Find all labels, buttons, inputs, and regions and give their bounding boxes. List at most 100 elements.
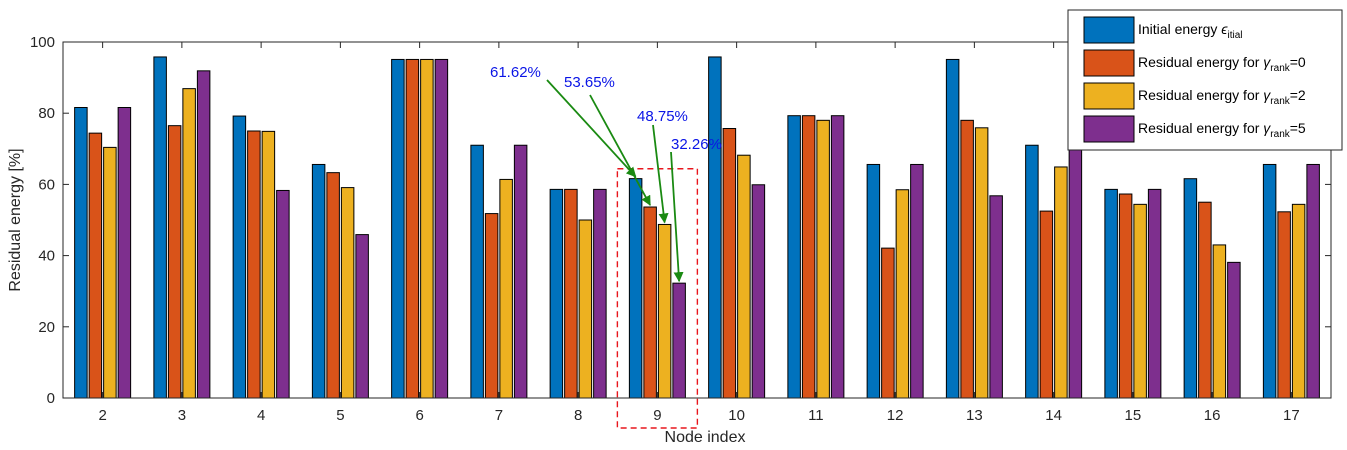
bar-series2-cat-6	[420, 58, 434, 399]
bar-series3-cat-13	[989, 195, 1003, 399]
bar-series2-cat-7	[499, 178, 513, 399]
bar-series1-cat-9	[643, 206, 657, 399]
legend-entry: Initial energy ϵitial	[1138, 21, 1242, 41]
bar-series0-cat-13	[945, 58, 960, 399]
bar-series3-cat-2	[117, 107, 132, 399]
bar-series1-cat-16	[1198, 201, 1212, 399]
x-tick-label: 8	[574, 407, 582, 424]
bar-series3-cat-4	[276, 189, 290, 399]
bar-series3-cat-9	[672, 282, 686, 399]
annotation-label: 48.75%	[637, 108, 688, 125]
y-tick-label: 20	[38, 319, 55, 336]
bar-series3-cat-16	[1227, 261, 1241, 399]
annotation-arrow	[546, 79, 637, 178]
bar-series0-cat-10	[708, 56, 722, 399]
bar-series0-cat-15	[1104, 188, 1118, 399]
x-tick-label: 7	[495, 407, 503, 424]
legend-swatch	[1083, 16, 1135, 44]
bar-series1-cat-8	[564, 188, 578, 399]
x-tick-label: 2	[98, 407, 106, 424]
bar-series0-cat-9	[628, 178, 643, 399]
bar-series0-cat-7	[470, 144, 484, 399]
y-axis-title: Residual energy [%]	[7, 148, 24, 291]
y-tick-label: 100	[30, 34, 55, 51]
bar-series2-cat-11	[816, 119, 830, 399]
bar-series0-cat-3	[153, 56, 167, 399]
plot-frame	[62, 41, 1332, 399]
bar-series1-cat-13	[960, 119, 974, 399]
x-tick-label: 15	[1125, 407, 1142, 424]
x-tick-label: 16	[1204, 407, 1221, 424]
bar-series0-cat-12	[866, 163, 881, 399]
annotation-label: 61.62%	[490, 64, 541, 81]
x-tick-label: 11	[808, 407, 824, 424]
bar-series2-cat-14	[1054, 166, 1068, 399]
bar-series0-cat-2	[74, 107, 88, 399]
axes: 0 20 40 60 80 100 2 3 4 5 6 7 8 9 10 11 12 13 14 15 16 17	[30, 34, 1332, 424]
bar-series3-cat-3	[196, 70, 211, 399]
bar-series3-cat-6	[434, 58, 449, 399]
bar-series1-cat-7	[484, 213, 499, 399]
legend-entry: Residual energy for γrank=0	[1138, 54, 1306, 74]
legend-entry: Residual energy for γrank=2	[1138, 87, 1306, 107]
x-tick-label: 3	[178, 407, 186, 424]
y-tick-label: 60	[38, 176, 55, 193]
bar-series0-cat-16	[1183, 178, 1198, 399]
x-tick-label: 13	[966, 407, 983, 424]
y-tick-label: 80	[38, 105, 55, 122]
legend-swatch	[1083, 115, 1135, 143]
x-tick-label: 4	[257, 407, 265, 424]
bar-series3-cat-10	[751, 184, 766, 399]
bar-series2-cat-3	[182, 88, 196, 399]
bar-series0-cat-5	[311, 163, 326, 399]
bar-series1-cat-4	[247, 130, 261, 399]
bar-series2-cat-12	[895, 189, 910, 399]
y-tick-label: 0	[47, 390, 55, 407]
bar-series3-cat-14	[1068, 144, 1083, 399]
legend-swatch	[1083, 49, 1135, 77]
annotation-arrow	[670, 151, 684, 283]
x-tick-label: 6	[415, 407, 423, 424]
x-tick-label: 14	[1045, 407, 1062, 424]
annotations: 61.62% 53.65% 48.75% 32.26%	[490, 64, 722, 429]
bar-series0-cat-4	[232, 115, 247, 399]
annotation-arrow	[652, 124, 669, 224]
x-tick-label: 5	[336, 407, 344, 424]
bar-series1-cat-3	[167, 125, 182, 399]
annotation-label: 32.26%	[671, 136, 722, 153]
bar-series2-cat-10	[737, 154, 751, 399]
bar-series2-cat-8	[578, 219, 593, 399]
bar-series1-cat-11	[801, 115, 816, 399]
bar-series2-cat-16	[1212, 244, 1227, 399]
bar-series3-cat-8	[593, 188, 607, 399]
bar-series1-cat-17	[1277, 211, 1291, 399]
legend-swatch	[1083, 82, 1135, 110]
bar-series0-cat-8	[549, 188, 564, 399]
bar-series1-cat-15	[1118, 193, 1133, 399]
annotation-arrow	[589, 94, 651, 206]
x-tick-label: 10	[728, 407, 745, 424]
bar-series1-cat-14	[1039, 210, 1054, 399]
bar-series0-cat-6	[391, 58, 405, 399]
legend: Initial energy ϵitial Residual energy for…	[1067, 9, 1343, 151]
bar-series2-cat-9	[657, 223, 672, 399]
y-tick-label: 40	[38, 248, 55, 265]
bar-series1-cat-5	[326, 172, 340, 399]
bar-series3-cat-15	[1147, 188, 1162, 399]
bar-series2-cat-13	[974, 127, 989, 399]
bar-series3-cat-7	[513, 144, 528, 399]
bar-series2-cat-15	[1133, 203, 1147, 399]
bar-series0-cat-14	[1025, 144, 1039, 399]
bar-series2-cat-4	[261, 130, 276, 399]
bar-series2-cat-5	[340, 187, 355, 399]
bar-series3-cat-5	[355, 234, 369, 399]
legend-entry: Residual energy for γrank=5	[1138, 120, 1306, 140]
x-axis-title: Node index	[665, 429, 746, 446]
bar-series2-cat-17	[1291, 203, 1306, 399]
bar-series0-cat-11	[787, 115, 801, 399]
bar-series3-cat-17	[1306, 163, 1320, 399]
bar-series1-cat-12	[881, 247, 895, 399]
x-tick-label: 17	[1283, 407, 1300, 424]
